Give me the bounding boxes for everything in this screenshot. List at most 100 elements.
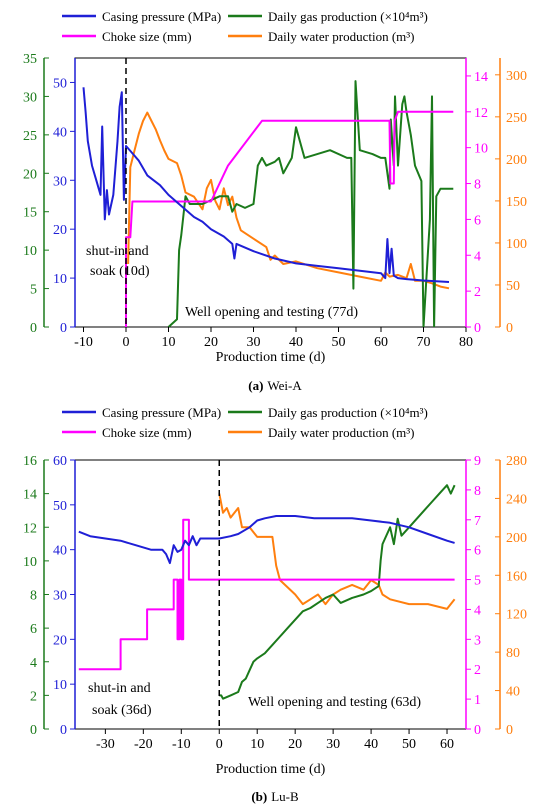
choke-tick-label: 8 xyxy=(474,178,481,193)
chart-caption: (b) Lu-B xyxy=(251,789,299,804)
x-tick-label: -10 xyxy=(74,335,93,350)
choke-tick-label: 4 xyxy=(474,249,481,264)
choke-tick-label: 7 xyxy=(474,514,481,529)
caption-letter: (b) xyxy=(251,789,267,804)
x-tick-label: 20 xyxy=(288,737,302,752)
casing-tick-label: 50 xyxy=(53,76,67,91)
series-line-water xyxy=(218,493,456,610)
shutin-annotation-line2: soak (10d) xyxy=(90,264,150,279)
choke-tick-label: 2 xyxy=(474,285,481,300)
opening-annotation: Well opening and testing (63d) xyxy=(248,695,421,710)
x-axis-label: Production time (d) xyxy=(216,762,326,777)
series-line-gas xyxy=(167,80,454,327)
plot-frame xyxy=(74,57,467,328)
water-tick-label: 240 xyxy=(506,492,527,507)
gas-tick-label: 0 xyxy=(30,321,37,336)
water-tick-label: 250 xyxy=(506,111,527,126)
choke-tick-label: 8 xyxy=(474,484,481,499)
x-tick-label: 30 xyxy=(326,737,340,752)
water-tick-label: 160 xyxy=(506,569,527,584)
choke-tick-label: 10 xyxy=(474,142,488,157)
x-tick-label: -10 xyxy=(172,737,191,752)
water-tick-label: 40 xyxy=(506,685,520,700)
x-tick-label: 10 xyxy=(250,737,264,752)
water-tick-label: 50 xyxy=(506,279,520,294)
series-line-choke xyxy=(78,518,455,671)
gas-tick-label: 10 xyxy=(23,555,37,570)
series-line-casing xyxy=(78,515,455,565)
gas-tick-label: 4 xyxy=(30,656,37,671)
x-tick-label: -30 xyxy=(96,737,115,752)
choke-tick-label: 0 xyxy=(474,321,481,336)
gas-tick-label: 16 xyxy=(23,454,37,469)
gas-tick-label: 20 xyxy=(23,167,37,182)
chart-lu-b: Casing pressure (MPa) Daily gas productio… xyxy=(23,405,527,804)
x-tick-label: 80 xyxy=(459,335,473,350)
x-tick-label: 50 xyxy=(332,335,346,350)
x-tick-label: 0 xyxy=(123,335,130,350)
x-tick-label: -20 xyxy=(134,737,153,752)
casing-tick-label: 0 xyxy=(60,723,67,738)
gas-tick-label: 10 xyxy=(23,244,37,259)
x-tick-label: 50 xyxy=(402,737,416,752)
chart-caption: (a) Wei-A xyxy=(248,378,302,393)
choke-tick-label: 1 xyxy=(474,693,481,708)
casing-tick-label: 60 xyxy=(53,454,67,469)
water-tick-label: 0 xyxy=(506,723,513,738)
casing-tick-label: 40 xyxy=(53,544,67,559)
x-tick-label: 40 xyxy=(364,737,378,752)
choke-tick-label: 14 xyxy=(474,70,488,85)
x-tick-label: 20 xyxy=(204,335,218,350)
x-tick-label: 40 xyxy=(289,335,303,350)
chart-wei-a: Casing pressure (MPa) Daily gas productio… xyxy=(23,9,527,393)
choke-tick-label: 4 xyxy=(474,603,481,618)
series-line-casing xyxy=(82,87,450,283)
gas-tick-label: 8 xyxy=(30,589,37,604)
legend-label-water: Daily water production (m³) xyxy=(268,425,415,440)
choke-tick-label: 2 xyxy=(474,663,481,678)
caption-name: Wei-A xyxy=(267,378,302,393)
shutin-annotation-line2: soak (36d) xyxy=(92,703,152,718)
gas-tick-label: 0 xyxy=(30,723,37,738)
x-tick-label: 60 xyxy=(374,335,388,350)
water-tick-label: 120 xyxy=(506,608,527,623)
legend-label-casing: Casing pressure (MPa) xyxy=(102,9,221,24)
legend-label-gas: Daily gas production (×10⁴m³) xyxy=(268,9,428,24)
choke-tick-label: 9 xyxy=(474,454,481,469)
water-tick-label: 100 xyxy=(506,237,527,252)
gas-tick-label: 30 xyxy=(23,90,37,105)
legend-label-casing: Casing pressure (MPa) xyxy=(102,405,221,420)
x-tick-label: 60 xyxy=(440,737,454,752)
casing-tick-label: 40 xyxy=(53,125,67,140)
water-tick-label: 280 xyxy=(506,454,527,469)
gas-tick-label: 12 xyxy=(23,521,37,536)
gas-tick-label: 6 xyxy=(30,622,37,637)
casing-tick-label: 30 xyxy=(53,589,67,604)
choke-tick-label: 3 xyxy=(474,633,481,648)
choke-tick-label: 6 xyxy=(474,544,481,559)
gas-tick-label: 25 xyxy=(23,129,37,144)
casing-tick-label: 10 xyxy=(53,272,67,287)
shutin-annotation-line1: shut-in and xyxy=(88,681,151,696)
legend-label-gas: Daily gas production (×10⁴m³) xyxy=(268,405,428,420)
series-line-gas xyxy=(219,484,456,700)
casing-tick-label: 20 xyxy=(53,223,67,238)
shutin-annotation-line1: shut-in and xyxy=(86,244,149,259)
casing-tick-label: 10 xyxy=(53,678,67,693)
caption-letter: (a) xyxy=(248,378,263,393)
gas-tick-label: 35 xyxy=(23,52,37,67)
water-tick-label: 200 xyxy=(506,153,527,168)
casing-tick-label: 20 xyxy=(53,633,67,648)
choke-tick-label: 12 xyxy=(474,106,488,121)
choke-tick-label: 0 xyxy=(474,723,481,738)
x-tick-label: 0 xyxy=(216,737,223,752)
choke-tick-label: 5 xyxy=(474,574,481,589)
x-tick-label: 70 xyxy=(417,335,431,350)
water-tick-label: 300 xyxy=(506,69,527,84)
series-line-choke xyxy=(125,110,454,327)
x-tick-label: 10 xyxy=(162,335,176,350)
legend-label-choke: Choke size (mm) xyxy=(102,425,192,440)
legend-label-choke: Choke size (mm) xyxy=(102,29,192,44)
choke-tick-label: 6 xyxy=(474,213,481,228)
